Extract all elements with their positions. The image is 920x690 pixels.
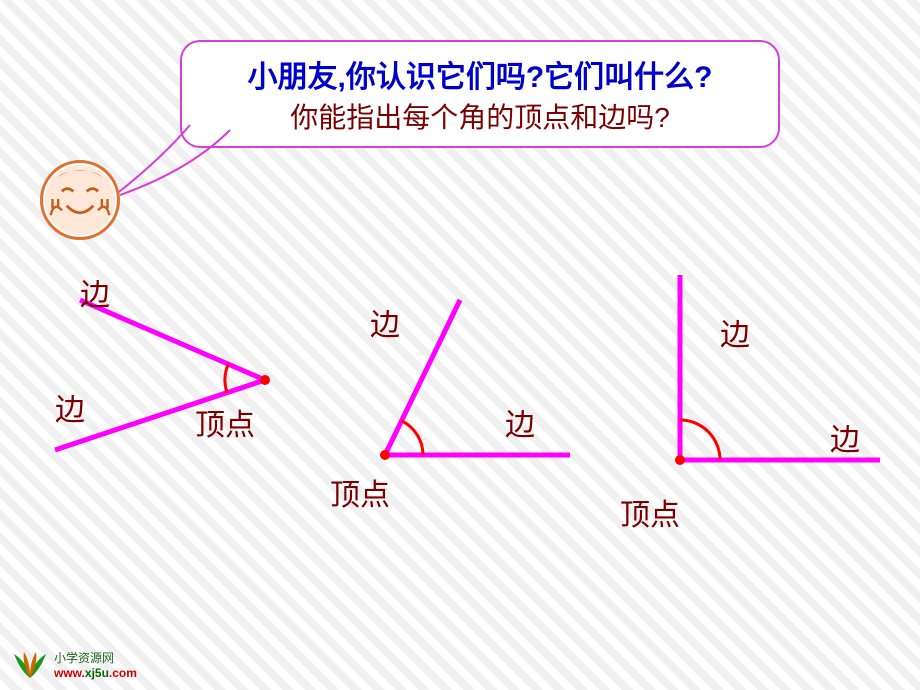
footer-url-suffix: .com	[109, 666, 137, 680]
angles-diagram	[0, 0, 920, 690]
angle-2-vertex-label: 顶点	[330, 470, 390, 514]
angle-2-edge-label-2: 边	[505, 400, 535, 444]
footer-url-mid: xj5u	[85, 666, 109, 680]
angle-3-edge-label-2: 边	[830, 415, 860, 459]
angle-3-vertex-label: 顶点	[620, 490, 680, 534]
angle-3-edge-label-1: 边	[720, 310, 750, 354]
angle-1-vertex-label: 顶点	[195, 400, 255, 444]
angle-1-edge-label-1: 边	[80, 270, 110, 314]
footer-text: 小学资源网 www.xj5u.com	[54, 651, 137, 680]
angle-2-edge-label-1: 边	[370, 300, 400, 344]
footer-site-name: 小学资源网	[54, 651, 137, 665]
footer: 小学资源网 www.xj5u.com	[10, 640, 137, 680]
angle-2	[380, 300, 570, 460]
angle-1-edge-label-2: 边	[55, 385, 85, 429]
footer-logo-icon	[10, 640, 50, 680]
footer-url-prefix: www.	[54, 666, 85, 680]
footer-url: www.xj5u.com	[54, 666, 137, 680]
